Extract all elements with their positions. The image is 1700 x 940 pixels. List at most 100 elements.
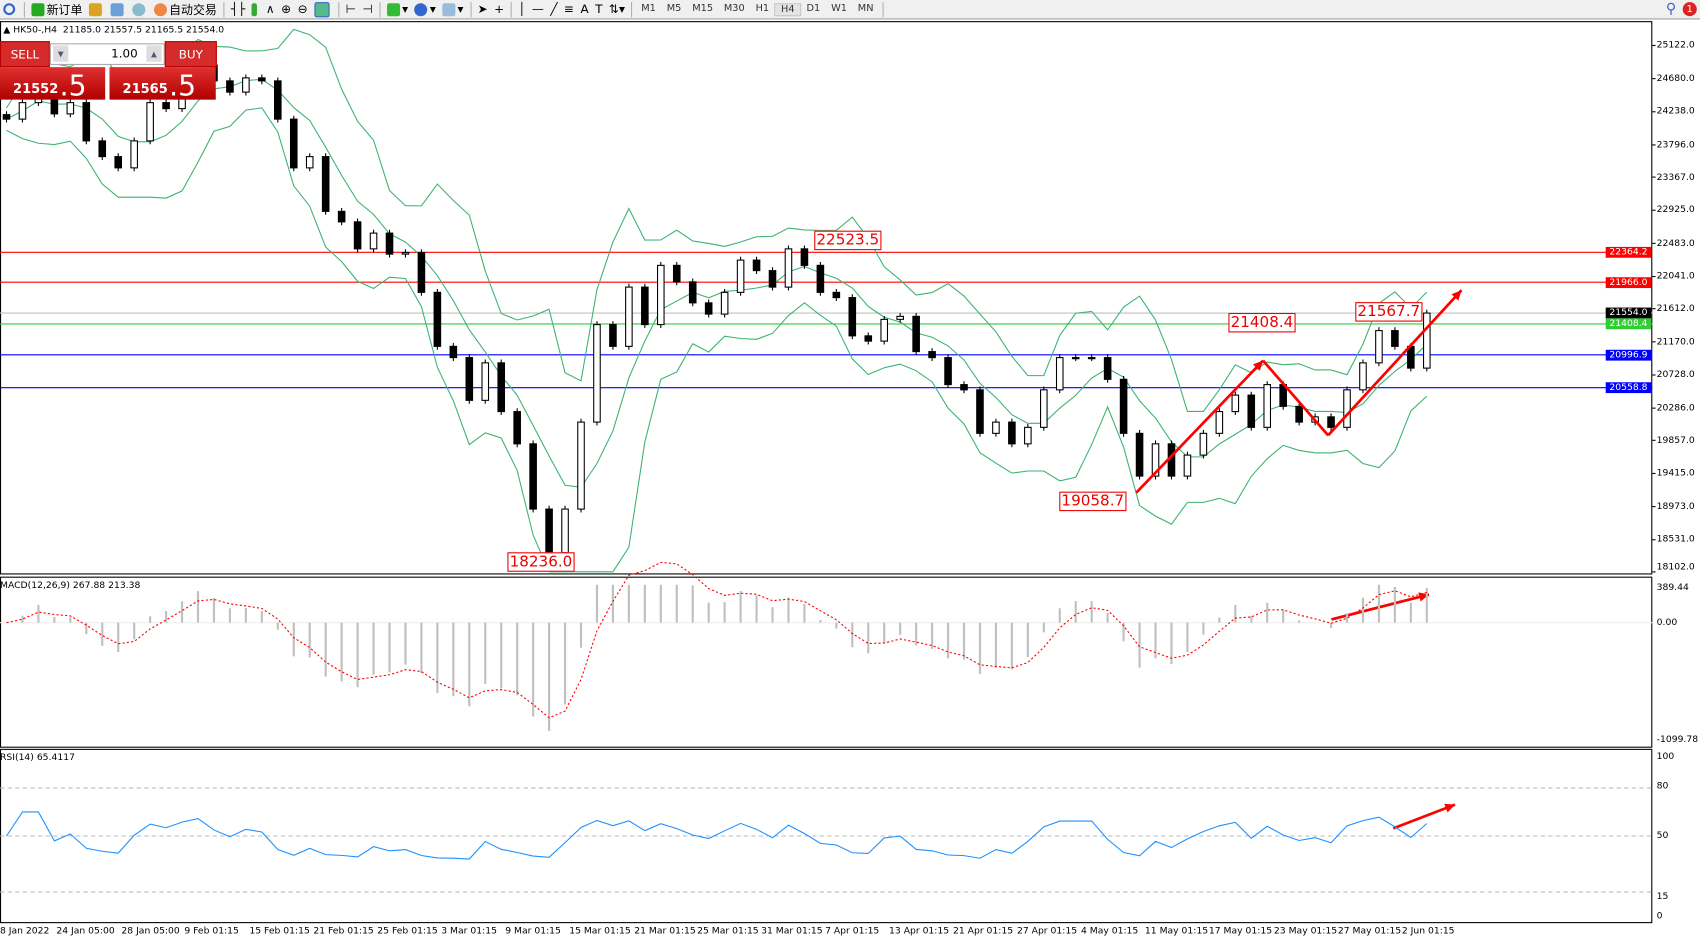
chart-canvas[interactable] bbox=[0, 19, 1700, 939]
candle-body bbox=[226, 80, 234, 93]
candle-body bbox=[752, 259, 761, 272]
indicators-icon[interactable]: ▾ bbox=[384, 1, 412, 17]
bar-chart-icon[interactable]: ┤├ bbox=[230, 2, 246, 17]
timeframe-m1[interactable]: M1 bbox=[641, 2, 656, 14]
candle-body bbox=[433, 291, 442, 347]
candle-body bbox=[242, 77, 250, 93]
time-axis-label: 8 Jan 2022 bbox=[0, 925, 50, 937]
time-axis-label: 24 Jan 05:00 bbox=[56, 925, 115, 937]
buy-price-frac: .5 bbox=[169, 70, 197, 103]
time-axis-label: 21 Apr 01:15 bbox=[953, 925, 1014, 937]
candlestick-icon[interactable] bbox=[249, 1, 263, 17]
text-icon[interactable]: A bbox=[580, 2, 589, 17]
candle-body bbox=[321, 156, 330, 212]
timeframe-h4[interactable]: H4 bbox=[774, 2, 802, 16]
lot-decrease-button[interactable]: ▼ bbox=[53, 45, 69, 62]
price-annotation[interactable]: 21408.4 bbox=[1228, 312, 1296, 333]
candle-body bbox=[896, 315, 904, 320]
candle-body bbox=[529, 443, 537, 510]
toolbar-separator bbox=[379, 1, 381, 17]
price-axis-label: 18973.0 bbox=[1656, 501, 1695, 513]
macd-label: MACD(12,26,9) 267.88 213.38 bbox=[0, 580, 141, 592]
price-axis-label: 25122.0 bbox=[1656, 40, 1695, 51]
price-annotation[interactable]: 19058.7 bbox=[1059, 491, 1127, 512]
candle-body bbox=[130, 140, 138, 169]
time-axis-label: 27 Apr 01:15 bbox=[1016, 925, 1078, 937]
candle-body bbox=[1135, 432, 1144, 477]
text-label-icon[interactable]: T bbox=[595, 2, 603, 17]
candle-body bbox=[625, 286, 633, 347]
time-axis-label: 28 Jan 05:00 bbox=[121, 925, 180, 937]
timeframe-d1[interactable]: D1 bbox=[806, 2, 821, 14]
price-axis-label: 18102.0 bbox=[1656, 562, 1695, 574]
candle-body bbox=[1295, 405, 1303, 423]
zoom-out-icon[interactable]: ⊖ bbox=[297, 2, 308, 17]
notification-badge[interactable]: 1 bbox=[1679, 1, 1700, 17]
price-line-tag: 21554.0 bbox=[1605, 307, 1652, 319]
candle-body bbox=[1391, 330, 1399, 347]
timeframe-m5[interactable]: M5 bbox=[666, 2, 682, 14]
rsi-axis-80: 80 bbox=[1656, 780, 1669, 792]
price-annotation[interactable]: 22523.5 bbox=[814, 230, 882, 251]
buy-price[interactable]: 21565.5 bbox=[109, 67, 216, 103]
price-annotation[interactable]: 18236.0 bbox=[507, 552, 575, 572]
sell-button[interactable]: SELL bbox=[0, 41, 50, 68]
lot-size-input[interactable]: ▼ 1.00 ▲ bbox=[49, 43, 165, 65]
toolbar-separator bbox=[337, 1, 340, 17]
toolbar: 新订单 自动交易 ┤├ ∧ ⊕ ⊖ ⊢ ⊣ ▾ ▾ ▾ ➤ + │ — ╱ ≡ … bbox=[0, 0, 1700, 20]
bollinger-middle-band bbox=[6, 78, 1428, 488]
candle-body bbox=[66, 102, 75, 115]
time-axis-label: 3 Mar 01:15 bbox=[441, 925, 497, 937]
cursor-icon[interactable]: ➤ bbox=[477, 2, 488, 17]
sell-price-main: 21552 bbox=[13, 81, 59, 97]
signal-icon[interactable] bbox=[129, 1, 151, 17]
fibonacci-icon[interactable]: ≡ bbox=[564, 2, 575, 17]
templates-icon[interactable]: ▾ bbox=[439, 1, 467, 17]
price-axis-label: 22041.0 bbox=[1656, 271, 1695, 282]
trendline-icon[interactable]: ╱ bbox=[550, 2, 558, 17]
auto-trading-button[interactable]: 自动交易 bbox=[151, 1, 220, 17]
gold-icon[interactable] bbox=[86, 1, 108, 17]
chart-shift-icon[interactable]: ⊢ bbox=[345, 2, 356, 17]
horizontal-line-icon[interactable]: — bbox=[531, 2, 544, 17]
candle-body bbox=[976, 389, 984, 434]
search-icon[interactable]: ⚲ bbox=[1665, 1, 1677, 18]
line-chart-icon[interactable]: ∧ bbox=[265, 2, 275, 17]
zoom-in-icon[interactable]: ⊕ bbox=[281, 2, 292, 17]
timeframe-h1[interactable]: H1 bbox=[755, 2, 770, 14]
candle-body bbox=[1215, 411, 1224, 434]
candle-body bbox=[369, 232, 378, 250]
price-axis-label: 22483.0 bbox=[1656, 237, 1695, 249]
lot-increase-button[interactable]: ▲ bbox=[146, 45, 162, 62]
candle-body bbox=[513, 411, 521, 445]
candle-body bbox=[944, 357, 952, 386]
timeframe-m30[interactable]: M30 bbox=[723, 2, 745, 14]
macd-panel-frame bbox=[0, 576, 1653, 748]
arrows-icon[interactable]: ⇅▾ bbox=[608, 2, 625, 17]
search-icon[interactable] bbox=[0, 1, 21, 17]
toolbar-separator bbox=[223, 1, 225, 17]
vertical-line-icon[interactable]: │ bbox=[518, 2, 526, 17]
time-axis-label: 11 May 01:15 bbox=[1144, 925, 1209, 937]
candle-body bbox=[1087, 357, 1096, 360]
time-axis-label: 9 Feb 01:15 bbox=[184, 925, 239, 937]
price-annotation[interactable]: 21567.7 bbox=[1355, 302, 1423, 322]
candle-body bbox=[688, 281, 697, 304]
buy-button[interactable]: BUY bbox=[164, 41, 217, 68]
price-axis-label: 18531.0 bbox=[1656, 534, 1695, 546]
candle-body bbox=[1119, 378, 1128, 434]
crosshair-icon[interactable]: + bbox=[494, 2, 505, 17]
tile-windows-icon[interactable] bbox=[311, 1, 335, 17]
candle-body bbox=[401, 252, 410, 255]
autoscroll-icon[interactable]: ⊣ bbox=[362, 2, 373, 17]
history-icon[interactable] bbox=[107, 1, 129, 17]
timeframe-m15[interactable]: M15 bbox=[692, 2, 714, 14]
candle-body bbox=[720, 291, 729, 315]
new-order-button[interactable]: 新订单 bbox=[28, 1, 85, 17]
timeframe-mn[interactable]: MN bbox=[857, 2, 874, 14]
timeframe-w1[interactable]: W1 bbox=[831, 2, 847, 14]
candle-body bbox=[561, 508, 569, 554]
sell-price[interactable]: 21552.5 bbox=[0, 67, 106, 103]
periods-icon[interactable]: ▾ bbox=[411, 1, 439, 17]
